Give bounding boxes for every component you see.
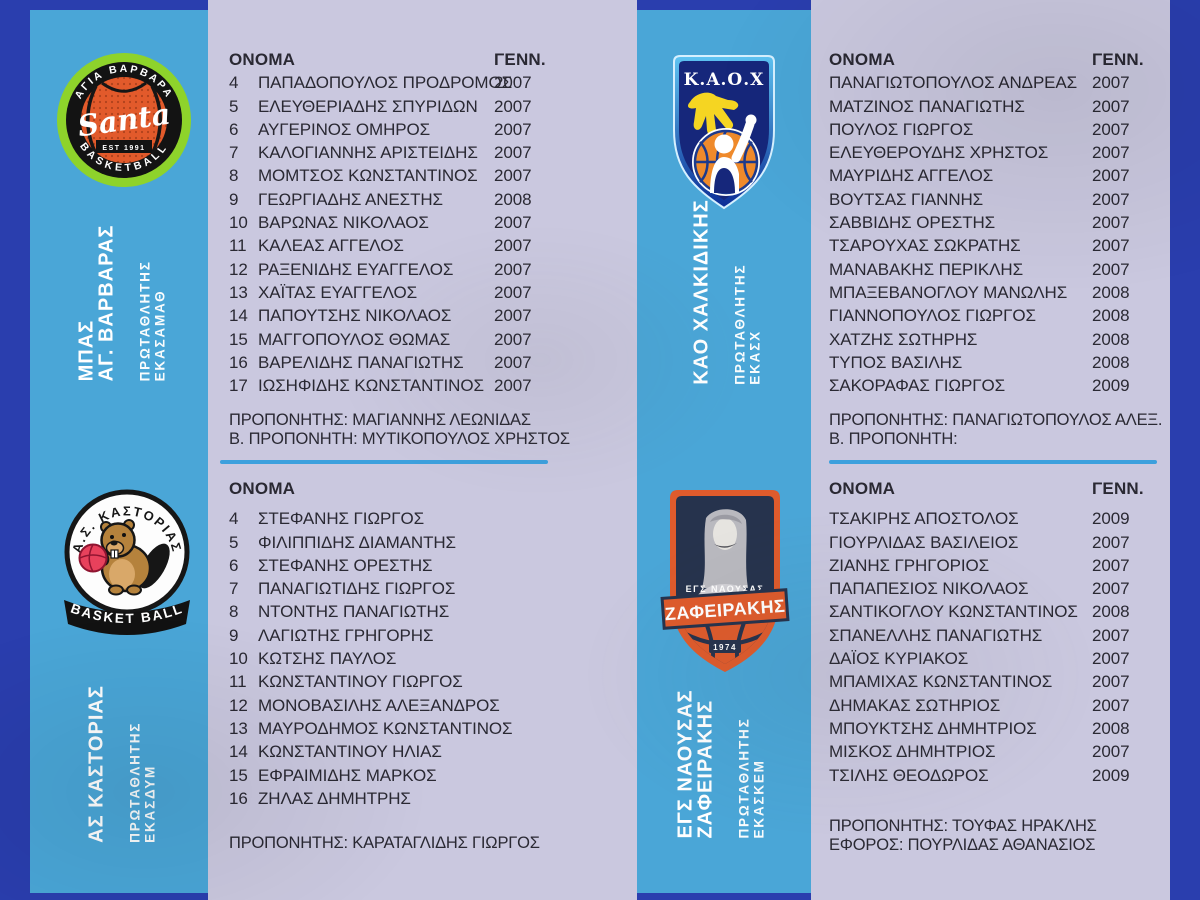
- left-team-column-background: [30, 10, 208, 893]
- right-roster-panel: [811, 0, 1170, 900]
- right-section-divider: [829, 460, 1157, 464]
- left-roster-panel: [208, 0, 637, 900]
- left-section-divider: [220, 460, 548, 464]
- right-team-column-background: [637, 10, 811, 893]
